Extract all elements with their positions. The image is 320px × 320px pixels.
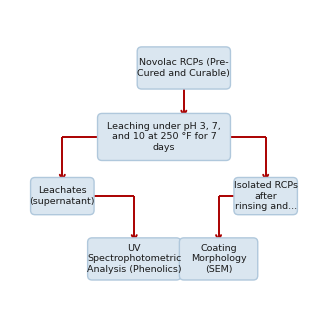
FancyBboxPatch shape <box>98 113 230 161</box>
Text: Coating
Morphology
(SEM): Coating Morphology (SEM) <box>191 244 246 274</box>
Text: Leachates
(supernatant): Leachates (supernatant) <box>29 186 95 206</box>
Text: Novolac RCPs (Pre-
Cured and Curable): Novolac RCPs (Pre- Cured and Curable) <box>137 58 230 78</box>
Text: UV
Spectrophotometric
Analysis (Phenolics): UV Spectrophotometric Analysis (Phenolic… <box>87 244 181 274</box>
FancyBboxPatch shape <box>180 238 258 280</box>
Text: Isolated RCPs
after
rinsing and...: Isolated RCPs after rinsing and... <box>234 181 298 211</box>
FancyBboxPatch shape <box>88 238 181 280</box>
FancyBboxPatch shape <box>31 178 94 215</box>
FancyBboxPatch shape <box>137 47 230 89</box>
Text: Leaching under pH 3, 7,
and 10 at 250 °F for 7
days: Leaching under pH 3, 7, and 10 at 250 °F… <box>107 122 221 152</box>
FancyBboxPatch shape <box>234 178 297 215</box>
